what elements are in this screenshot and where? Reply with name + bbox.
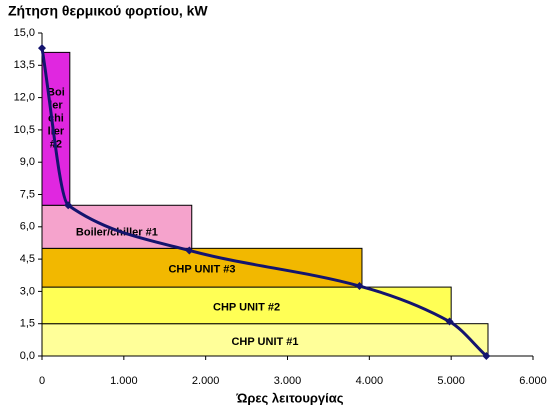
curve-marker [64,201,73,210]
block-label: CHP UNIT #2 [213,301,280,313]
y-tick-label: 15,0 [14,27,35,39]
x-tick-label: 3.000 [274,375,302,387]
y-tick-label: 0,0 [20,350,35,362]
y-tick-label: 9,0 [20,156,35,168]
y-tick-label: 1,5 [20,318,35,330]
curve-marker [482,352,491,360]
curve-marker [185,246,194,255]
y-tick-label: 7,5 [20,188,35,200]
x-tick-label: 6.000 [519,375,547,387]
x-tick-label: 0 [39,375,45,387]
block-label: CHP UNIT #3 [168,264,235,276]
curve-marker [38,44,46,53]
load-block [41,204,193,249]
y-tick-label: 13,5 [14,59,35,71]
x-tick-label: 5.000 [437,375,465,387]
y-tick-label: 3,0 [20,285,35,297]
chart-title: Ζήτηση θερμικού φορτίου, kW [8,3,208,19]
block-label: ller [48,125,65,137]
y-tick-label: 6,0 [20,221,35,233]
block-label: Boiler/chiller #1 [76,227,158,239]
x-tick-label: 4.000 [356,375,384,387]
block-label: CHP UNIT #1 [231,336,298,348]
load-block [41,323,489,357]
x-tick-label: 2.000 [192,375,220,387]
block-label: ler [49,99,63,111]
y-tick-label: 10,5 [14,124,35,136]
curve-marker [355,282,364,291]
y-tick-label: 12,0 [14,92,35,104]
curve-marker [445,317,454,326]
x-axis-label: Ώρες λειτουργίας [235,390,343,405]
x-tick-label: 1.000 [110,375,138,387]
block-label: Boi [47,86,65,98]
y-tick-label: 4,5 [20,253,35,265]
